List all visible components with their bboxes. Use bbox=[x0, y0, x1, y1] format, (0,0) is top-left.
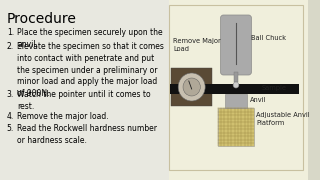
Text: Remove Major
Load: Remove Major Load bbox=[173, 38, 221, 51]
Bar bbox=[169, 0, 308, 180]
FancyBboxPatch shape bbox=[220, 15, 252, 75]
Text: 5.: 5. bbox=[7, 124, 14, 133]
Text: Ball Chuck: Ball Chuck bbox=[252, 35, 286, 41]
Bar bbox=[169, 5, 303, 170]
Bar bbox=[234, 72, 238, 82]
Bar bbox=[172, 68, 212, 106]
Bar bbox=[0, 0, 169, 180]
Text: 3.: 3. bbox=[7, 90, 14, 99]
Circle shape bbox=[178, 73, 205, 101]
Text: Sample: Sample bbox=[262, 85, 287, 91]
Bar bbox=[225, 94, 247, 108]
Text: 4.: 4. bbox=[7, 112, 14, 121]
Text: Anvil: Anvil bbox=[250, 97, 266, 103]
Text: Adjustable Anvil
Platform: Adjustable Anvil Platform bbox=[256, 112, 310, 125]
Text: Read the Rockwell hardness number
or hardness scale.: Read the Rockwell hardness number or har… bbox=[17, 124, 157, 145]
Text: Procedure: Procedure bbox=[7, 12, 76, 26]
Text: Elevate the specimen so that it comes
into contact with penetrate and put
the sp: Elevate the specimen so that it comes in… bbox=[17, 42, 164, 98]
Circle shape bbox=[183, 78, 200, 96]
Text: 1.: 1. bbox=[7, 28, 14, 37]
Bar bbox=[171, 84, 299, 94]
Text: Remove the major load.: Remove the major load. bbox=[17, 112, 109, 121]
Text: Place the specimen securely upon the
anvil.: Place the specimen securely upon the anv… bbox=[17, 28, 163, 49]
Text: 2.: 2. bbox=[7, 42, 14, 51]
Bar bbox=[218, 108, 254, 146]
Text: Watch the pointer until it comes to
rest.: Watch the pointer until it comes to rest… bbox=[17, 90, 151, 111]
Circle shape bbox=[233, 82, 239, 88]
